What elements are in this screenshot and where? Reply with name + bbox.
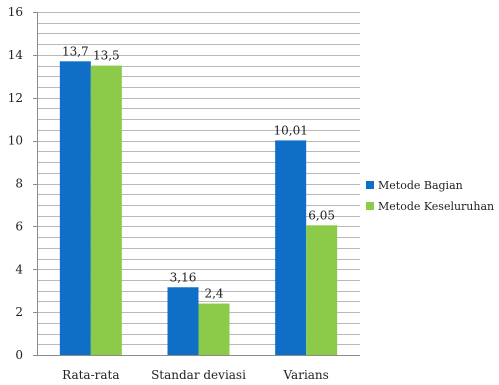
- x-category-label: Rata-rata: [62, 368, 119, 382]
- data-label: 2,4: [204, 287, 223, 301]
- data-label: 6,05: [308, 208, 335, 222]
- data-label: 3,16: [170, 270, 197, 284]
- y-tick-label: 8: [15, 177, 23, 191]
- bar: [275, 140, 307, 355]
- x-category-label: Standar deviasi: [151, 368, 246, 382]
- data-label: 13,5: [93, 49, 120, 63]
- bar: [167, 287, 199, 355]
- y-tick-label: 6: [15, 219, 23, 233]
- data-label: 13,7: [62, 44, 89, 58]
- legend-swatch: [366, 202, 374, 210]
- y-tick-label: 0: [15, 348, 23, 362]
- y-tick-label: 2: [15, 305, 23, 319]
- bar: [90, 65, 122, 355]
- bar: [59, 61, 91, 356]
- legend-label: Metode Keseluruhan: [378, 200, 494, 213]
- y-tick-label: 12: [8, 91, 23, 105]
- legend-label: Metode Bagian: [378, 179, 463, 192]
- y-tick-label: 10: [8, 134, 23, 148]
- bar: [306, 225, 338, 355]
- x-category-label: Varians: [282, 368, 328, 382]
- y-tick-label: 4: [15, 262, 23, 276]
- y-tick-label: 16: [8, 5, 23, 19]
- bar: [198, 303, 230, 355]
- data-label: 10,01: [273, 123, 307, 137]
- legend-swatch: [366, 181, 374, 189]
- y-tick-label: 14: [8, 48, 24, 62]
